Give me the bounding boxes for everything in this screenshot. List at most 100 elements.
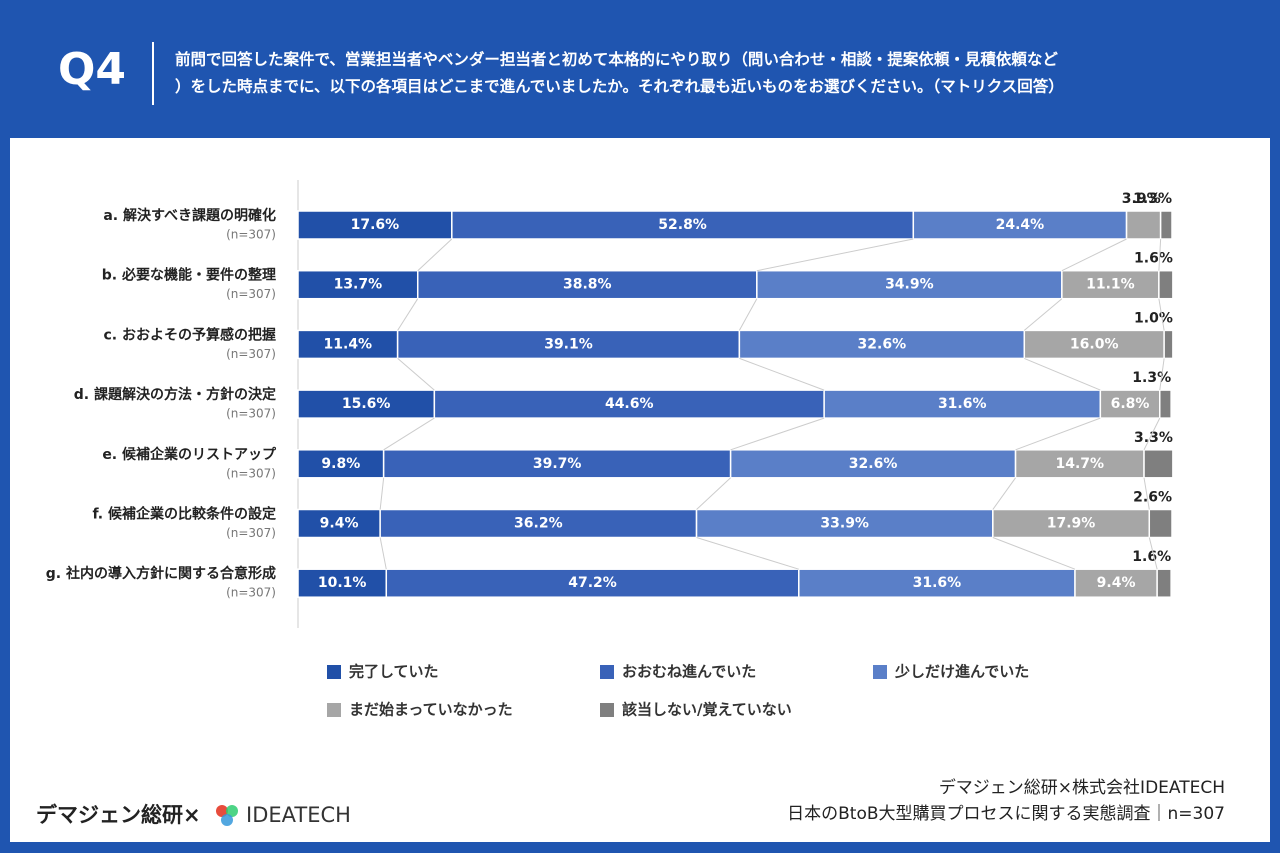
category-label: f. 候補企業の比較条件の設定 [92, 506, 276, 523]
category-note: (n=307) [226, 228, 276, 242]
value-label: 31.6% [913, 575, 962, 591]
connector [397, 358, 435, 391]
bar-segment [823, 389, 1102, 419]
footer-credit: 日本のBtoB大型購買プロセスに関する実態調査｜n=307 [787, 804, 1225, 824]
bar-segment [756, 269, 1063, 300]
legend-label: まだ始まっていなかった [349, 701, 513, 719]
bar-segment [1074, 568, 1158, 598]
value-label: 9.4% [320, 516, 359, 532]
connector [739, 357, 825, 391]
value-label: 32.6% [858, 336, 907, 352]
category-note: (n=307) [226, 586, 276, 600]
logo-mark [221, 814, 233, 826]
value-label: 10.1% [318, 575, 367, 591]
connector [1143, 417, 1161, 451]
bar-segment [1159, 389, 1172, 419]
bar-segment [1014, 449, 1145, 479]
category-label: d. 課題解決の方法・方針の決定 [74, 386, 276, 403]
bar-segment [297, 210, 453, 240]
bar-segment [1148, 508, 1173, 539]
legend-swatch [600, 665, 614, 679]
connector [383, 417, 435, 451]
bar-segment [297, 568, 388, 598]
category-note: (n=307) [226, 407, 276, 421]
category-note: (n=307) [226, 526, 276, 540]
bar-segment [798, 568, 1076, 598]
footer-credit: デマジェン総研×株式会社IDEATECH [939, 777, 1225, 798]
bar-segment [1143, 449, 1174, 479]
value-label: 3.9% [1122, 191, 1161, 207]
bar-segment [297, 329, 399, 360]
value-label: 1.0% [1134, 310, 1173, 326]
legend-swatch [327, 703, 341, 717]
category-note: (n=307) [226, 287, 276, 301]
bar-segment [1156, 568, 1172, 598]
bar-segment [912, 210, 1128, 240]
bar-segment [738, 329, 1026, 360]
category-label: b. 必要な機能・要件の整理 [102, 267, 276, 284]
logo-mark [216, 805, 228, 817]
value-label: 1.6% [1132, 549, 1171, 565]
bar-segment [297, 269, 419, 300]
bar-segment [416, 269, 758, 300]
connector [417, 238, 453, 272]
value-label: 1.3% [1133, 191, 1172, 207]
bar-segment [1099, 389, 1161, 419]
connector [992, 537, 1076, 570]
connector [730, 417, 825, 451]
bar-segment [451, 210, 915, 240]
value-label: 24.4% [996, 217, 1045, 233]
bar-segment [1159, 210, 1173, 240]
footer-logo: IDEATECH [246, 803, 351, 827]
bar-segment [1023, 329, 1165, 360]
legend-swatch [600, 703, 614, 717]
connector [379, 537, 387, 570]
legend-swatch [327, 665, 341, 679]
value-label: 14.7% [1056, 456, 1105, 472]
value-label: 11.1% [1086, 277, 1135, 293]
value-label: 2.6% [1133, 490, 1172, 506]
bar-segment [1158, 269, 1174, 300]
value-label: 9.4% [1097, 575, 1136, 591]
legend-swatch [873, 665, 887, 679]
connector [992, 477, 1016, 510]
connector [696, 537, 799, 570]
value-label: 33.9% [820, 516, 869, 532]
bar-segment [1061, 269, 1160, 300]
bar-segment [1163, 329, 1174, 360]
question-text: ）をした時点までに、以下の各項目はどこまで進んでいましたか。それぞれ最も近いもの… [175, 77, 1064, 96]
bar-segment [396, 329, 741, 360]
bar-segment [729, 449, 1017, 479]
connector [756, 238, 914, 272]
logo-mark [226, 805, 238, 817]
connector [1061, 238, 1127, 272]
value-label: 11.4% [324, 336, 373, 352]
value-label: 39.1% [544, 336, 593, 352]
value-label: 9.8% [321, 456, 360, 472]
category-note: (n=307) [226, 466, 276, 480]
legend-label: おおむね進んでいた [622, 663, 756, 681]
category-label: g. 社内の導入方針に関する合意形成 [46, 565, 276, 582]
value-label: 17.9% [1047, 516, 1096, 532]
legend-label: 完了していた [349, 663, 439, 681]
value-label: 34.9% [885, 277, 934, 293]
question-label: Q4 [58, 44, 126, 95]
value-label: 6.8% [1111, 396, 1150, 412]
value-label: 31.6% [938, 396, 987, 412]
value-label: 38.8% [563, 277, 612, 293]
value-label: 44.6% [605, 396, 654, 412]
connector [1024, 357, 1101, 391]
connector [379, 477, 385, 510]
connector [1159, 358, 1165, 391]
category-note: (n=307) [226, 347, 276, 361]
connector [738, 298, 758, 331]
legend-label: 該当しない/覚えていない [622, 701, 792, 719]
bar-segment [433, 389, 825, 419]
value-label: 3.3% [1134, 430, 1173, 446]
value-label: 13.7% [334, 277, 383, 293]
connector [1143, 477, 1150, 510]
value-label: 1.6% [1134, 251, 1173, 267]
bar-segment [385, 568, 800, 598]
panel [10, 138, 1270, 842]
value-label: 32.6% [849, 456, 898, 472]
